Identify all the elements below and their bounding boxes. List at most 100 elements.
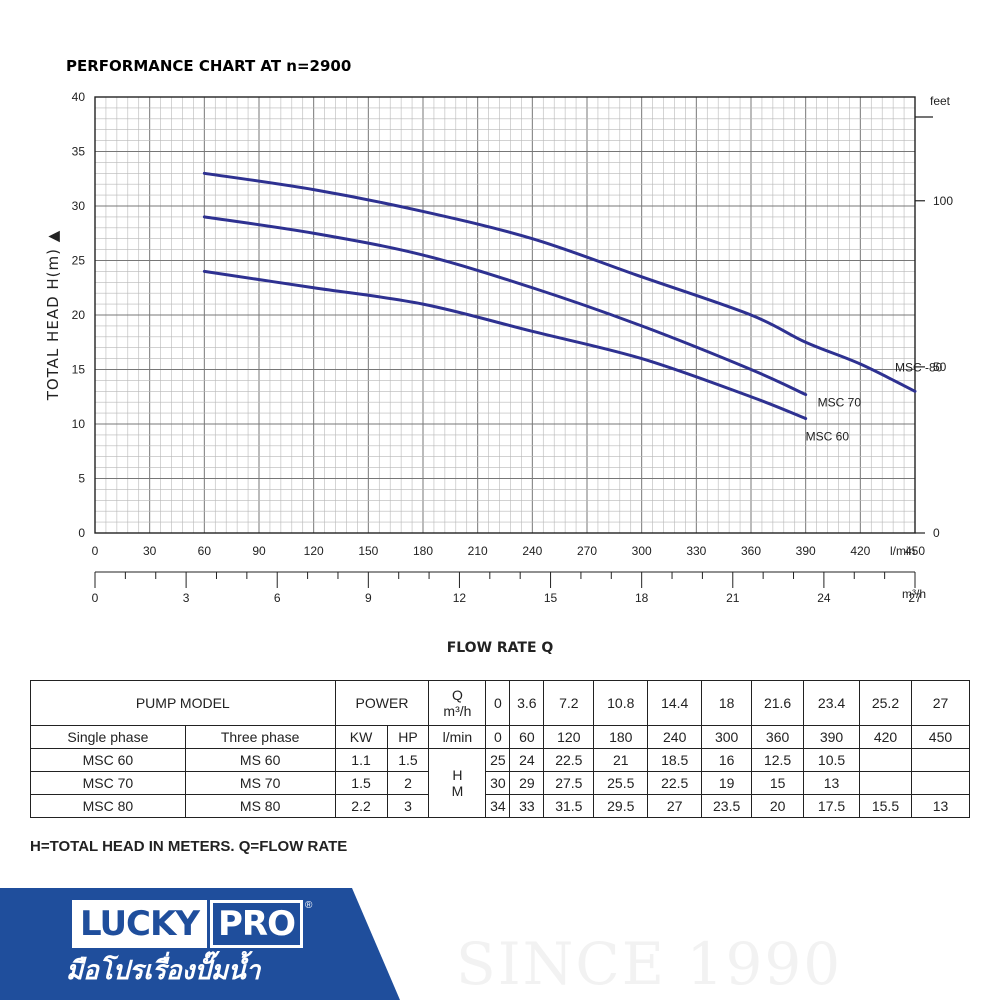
series-label: MSC 60: [806, 430, 850, 444]
y-tick-label: 30: [72, 199, 86, 213]
x2-tick-label: 27: [908, 591, 922, 605]
q-m3h-cell: 14.4: [647, 680, 703, 726]
hp-header: HP: [386, 725, 430, 749]
head-value: [910, 771, 971, 795]
y-tick-label: 20: [72, 308, 86, 322]
kw-value: 1.5: [334, 771, 388, 795]
q-m3h-cell: 7.2: [543, 680, 595, 726]
head-value: [910, 748, 971, 772]
power-header: POWER: [334, 680, 430, 726]
head-value: 13: [910, 794, 971, 818]
x-tick-label: 270: [577, 544, 597, 558]
q-m3h-cell: 27: [910, 680, 971, 726]
x-tick-label: 300: [632, 544, 652, 558]
head-value: 23.5: [701, 794, 753, 818]
x-tick-label: 210: [468, 544, 488, 558]
series-line-3: [202, 269, 808, 421]
q-lmin-cell: 390: [803, 725, 861, 749]
x-tick-label: 450: [905, 544, 925, 558]
q-m3h-cell: 10.8: [593, 680, 649, 726]
x2-unit-label: m³/h: [902, 587, 926, 601]
table-row: MSC 80 MS 80 2.2 3 34 33 31.5 29.5 27 23…: [30, 794, 971, 818]
series-label: MSC 70: [818, 396, 862, 410]
x-tick-label: 30: [143, 544, 157, 558]
pump-spec-table: PUMP MODEL POWER Q m³/h 0 3.6 7.2 10.8 1…: [30, 680, 971, 818]
hp-value: 1.5: [386, 748, 430, 772]
y2-tick-label: 50: [933, 360, 947, 374]
x-tick-label: 180: [413, 544, 433, 558]
brand-footer: LUCKY PRO ® มือโปรเรื่องปั๊มน้ำ SINCE 19…: [0, 888, 1000, 1000]
x2-tick-label: 6: [274, 591, 281, 605]
y-tick-label: 10: [72, 417, 86, 431]
x-tick-label: 0: [92, 544, 99, 558]
since-watermark: SINCE 1990: [456, 930, 843, 998]
x-tick-label: 360: [741, 544, 761, 558]
q-m3h-cell: 0: [485, 680, 511, 726]
head-value: 20: [751, 794, 805, 818]
q-header: Q m³/h: [428, 680, 487, 726]
three-phase-model: MS 70: [184, 771, 336, 795]
x-unit-label: l/min: [890, 544, 915, 558]
x-tick-label: 150: [358, 544, 378, 558]
head-value: 19: [701, 771, 753, 795]
head-value: 30: [485, 771, 511, 795]
x2-tick-label: 21: [726, 591, 740, 605]
q-m3h-cell: 18: [701, 680, 753, 726]
x-tick-label: 60: [198, 544, 212, 558]
q-lmin-cell: 420: [859, 725, 912, 749]
kw-value: 2.2: [334, 794, 388, 818]
head-value: 15.5: [859, 794, 912, 818]
head-value: 21: [593, 748, 649, 772]
x-tick-label: 330: [686, 544, 706, 558]
x-tick-label: 420: [850, 544, 870, 558]
chart-title: PERFORMANCE CHART AT n=2900: [66, 57, 351, 75]
table-subheader-row: Single phase Three phase KW HP l/min 0 6…: [30, 725, 971, 749]
q-lmin-cell: 60: [509, 725, 545, 749]
single-phase-model: MSC 60: [30, 748, 186, 772]
head-value: [859, 771, 912, 795]
head-value: 27: [647, 794, 703, 818]
q-label: Q: [451, 687, 463, 703]
y-axis-label: TOTAL HEAD H(m) ▲: [44, 230, 62, 402]
q-m3h-cell: 25.2: [859, 680, 912, 726]
q-lmin-cell: 120: [543, 725, 595, 749]
three-phase-header: Three phase: [184, 725, 336, 749]
q-lmin-cell: 450: [910, 725, 971, 749]
logo-lucky-text: LUCKY: [72, 900, 207, 948]
q-m3h-cell: 23.4: [803, 680, 861, 726]
head-value: [859, 748, 912, 772]
head-value: 25: [485, 748, 511, 772]
table-row: MSC 60 MS 60 1.1 1.5 H M 25 24 22.5 21 1…: [30, 748, 971, 818]
head-value: 10.5: [803, 748, 861, 772]
q-m3h-cell: 3.6: [509, 680, 545, 726]
three-phase-model: MS 60: [184, 748, 336, 772]
y-tick-label: 15: [72, 363, 86, 377]
x-tick-label: 390: [796, 544, 816, 558]
kw-value: 1.1: [334, 748, 388, 772]
y2-unit-label: feet: [930, 94, 951, 108]
head-value: 13: [803, 771, 861, 795]
pump-model-header: PUMP MODEL: [30, 680, 336, 726]
y-tick-label: 5: [78, 472, 85, 486]
q-lmin-cell: 180: [593, 725, 649, 749]
y-tick-label: 0: [78, 526, 85, 540]
y-tick-label: 35: [72, 145, 86, 159]
hp-value: 2: [386, 771, 430, 795]
chart-series: MSC -80 MSC 70 MSC 60: [202, 171, 943, 444]
head-value: 33: [509, 794, 545, 818]
y-tick-label: 40: [72, 90, 86, 104]
head-value: 29: [509, 771, 545, 795]
series-line-2: [202, 215, 808, 397]
m-label: M: [451, 783, 464, 799]
q-lmin-cell: 300: [701, 725, 753, 749]
registered-mark: ®: [305, 900, 313, 911]
x-tick-label: 90: [252, 544, 266, 558]
table-row: MSC 70 MS 70 1.5 2 30 29 27.5 25.5 22.5 …: [30, 771, 971, 795]
single-phase-model: MSC 70: [30, 771, 186, 795]
head-value: 34: [485, 794, 511, 818]
series-line-1: [202, 171, 917, 393]
head-value: 31.5: [543, 794, 595, 818]
x2-tick-label: 12: [453, 591, 467, 605]
head-value: 22.5: [543, 748, 595, 772]
